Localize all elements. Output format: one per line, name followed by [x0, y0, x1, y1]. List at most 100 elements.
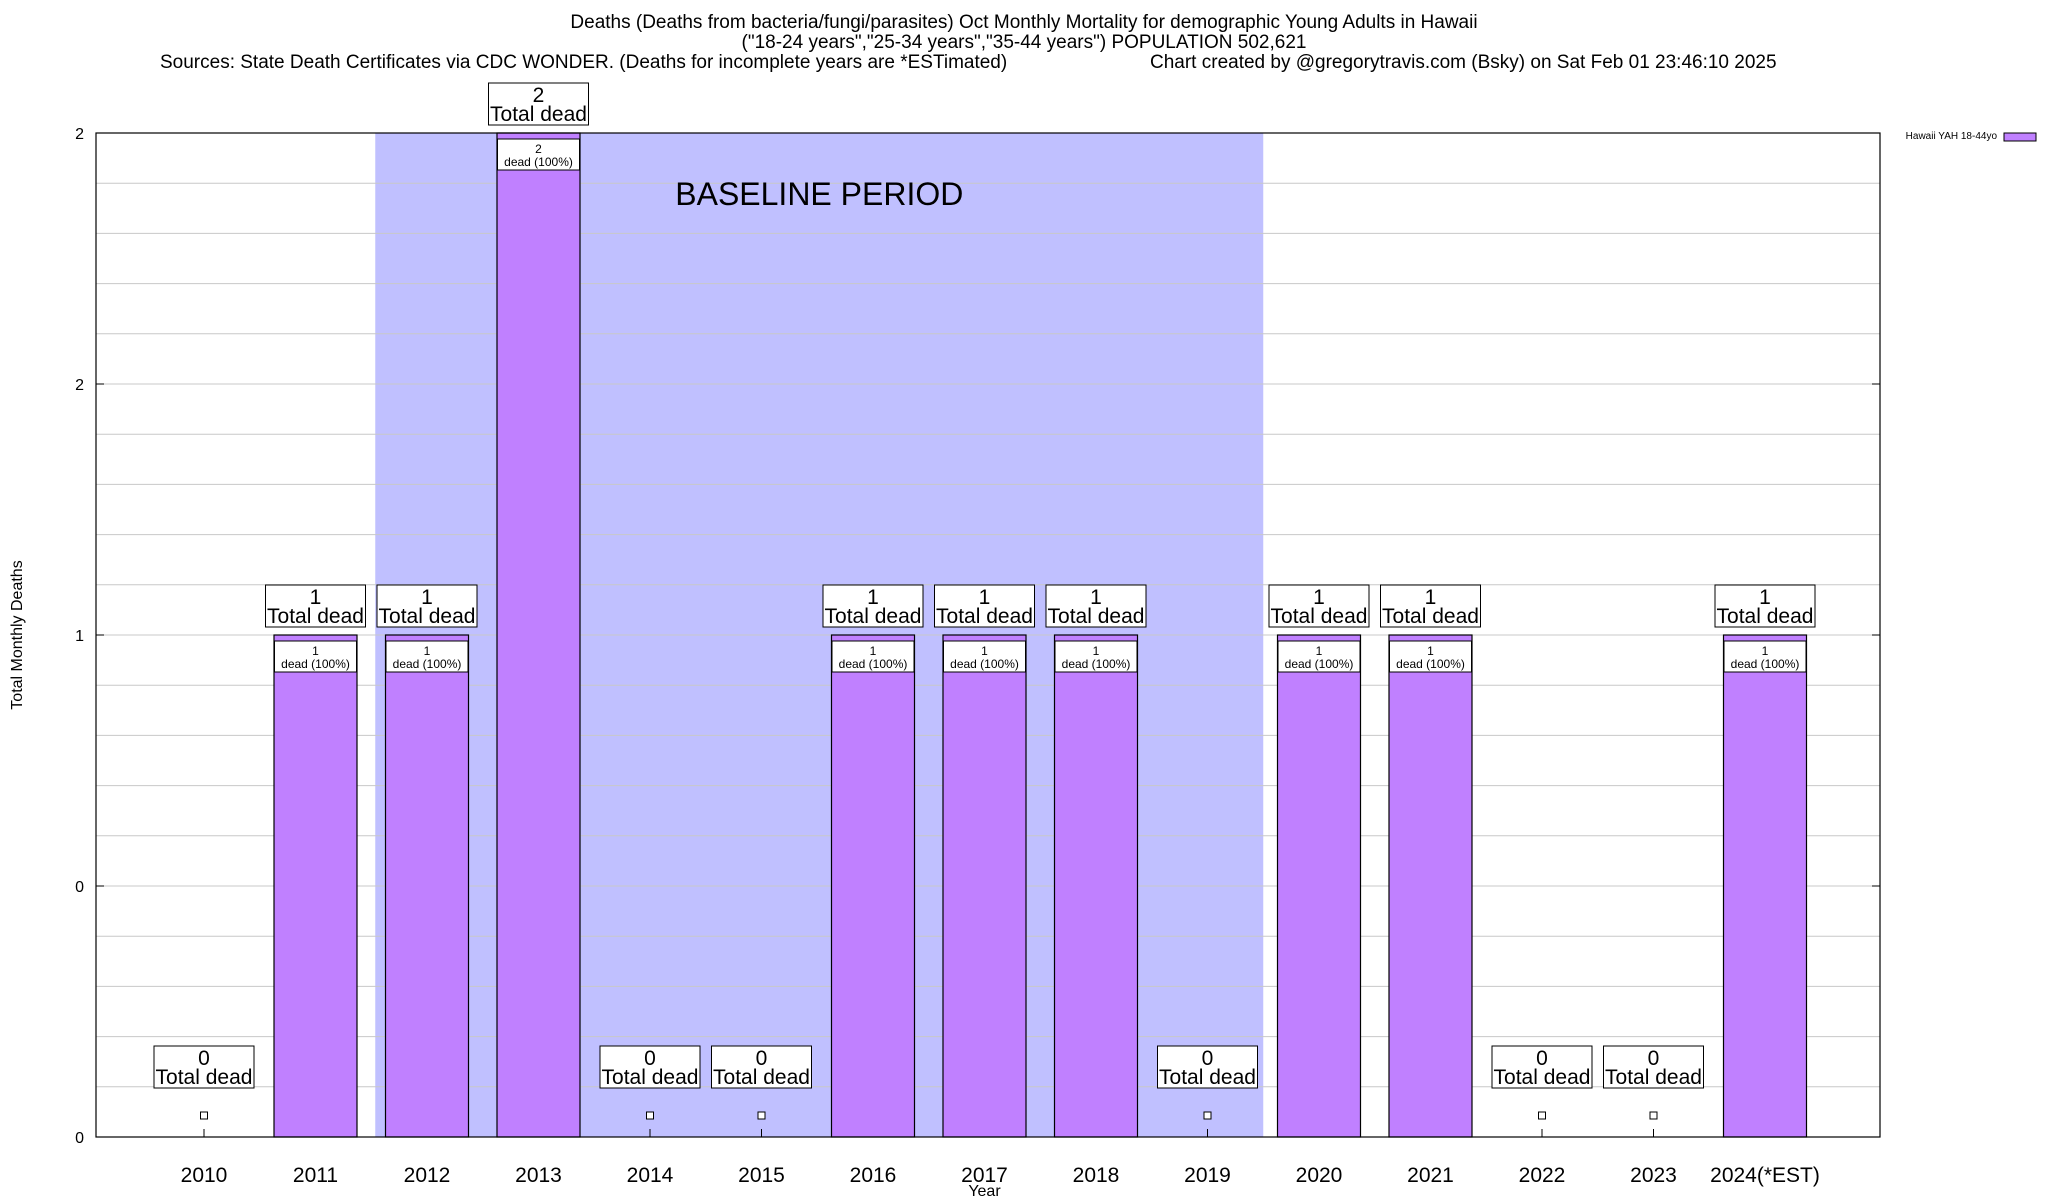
- total-label-box: [599, 1045, 701, 1089]
- total-label-box: [376, 584, 478, 628]
- total-label-value: 0: [756, 1047, 768, 1070]
- x-tick-label: 2020: [1296, 1164, 1343, 1187]
- total-label-text: Total dead: [713, 1066, 810, 1089]
- bar-inner-label-box: [497, 138, 580, 171]
- bar-inner-percent: dead (100%): [1062, 657, 1131, 671]
- bar-inner-value: 1: [1093, 644, 1100, 658]
- total-label-box: [1045, 584, 1147, 628]
- total-label-text: Total dead: [1605, 1066, 1702, 1089]
- bar-inner-label-box: [1723, 640, 1807, 673]
- bar-inner-value: 1: [424, 644, 431, 658]
- bar-inner-value: 1: [981, 644, 988, 658]
- legend-label: Hawaii YAH 18-44yo: [1906, 131, 1998, 142]
- total-label-value: 1: [310, 586, 322, 609]
- total-label-value: 0: [1648, 1047, 1660, 1070]
- total-label-value: 1: [421, 586, 433, 609]
- bar-inner-percent: dead (100%): [950, 657, 1019, 671]
- y-tick-label: 0: [75, 1130, 84, 1147]
- total-label-box: [488, 82, 589, 126]
- bar-inner-value: 1: [1762, 644, 1769, 658]
- total-label-text: Total dead: [1717, 605, 1814, 628]
- zero-point-marker: [1649, 1111, 1658, 1120]
- chart-sources: Sources: State Death Certificates via CD…: [160, 52, 1008, 73]
- zero-point-marker: [1203, 1111, 1212, 1120]
- total-label-box: [1380, 584, 1481, 628]
- plot-border: [95, 132, 1881, 1138]
- x-tick-label: 2018: [1073, 1164, 1120, 1187]
- bar: [273, 634, 358, 1138]
- total-label-value: 0: [198, 1047, 210, 1070]
- bar-inner-label-box: [831, 640, 915, 673]
- bar-inner-percent: dead (100%): [281, 657, 350, 671]
- total-label-text: Total dead: [490, 103, 587, 126]
- total-label-value: 1: [1759, 586, 1771, 609]
- bar: [384, 634, 470, 1138]
- total-label-value: 0: [644, 1047, 656, 1070]
- bar-inner-percent: dead (100%): [1731, 657, 1800, 671]
- x-tick-label: 2022: [1519, 1164, 1566, 1187]
- bar: [496, 132, 581, 1138]
- total-label-value: 2: [533, 84, 545, 107]
- baseline-period-label: BASELINE PERIOD: [675, 176, 963, 212]
- y-tick-label: 2: [75, 126, 84, 143]
- total-label-box: [1491, 1045, 1593, 1089]
- total-label-text: Total dead: [267, 605, 364, 628]
- x-tick-label: 2017: [961, 1164, 1008, 1187]
- total-label-text: Total dead: [936, 605, 1033, 628]
- x-tick-label: 2013: [515, 1164, 562, 1187]
- total-label-box: [1157, 1045, 1258, 1089]
- x-tick-label: 2019: [1184, 1164, 1231, 1187]
- total-label-text: Total dead: [156, 1066, 253, 1089]
- total-label-value: 1: [979, 586, 991, 609]
- x-tick-label: 2011: [293, 1164, 338, 1187]
- total-label-text: Total dead: [379, 605, 476, 628]
- bar: [830, 634, 916, 1138]
- bar-inner-value: 1: [1427, 644, 1434, 658]
- bar: [942, 634, 1027, 1138]
- chart-title-line-1: Deaths (Deaths from bacteria/fungi/paras…: [570, 12, 1478, 33]
- legend-swatch: [2003, 132, 2037, 142]
- total-label-text: Total dead: [1382, 605, 1479, 628]
- total-label-text: Total dead: [1048, 605, 1145, 628]
- y-tick-label: 1: [75, 628, 84, 645]
- total-label-value: 1: [1090, 586, 1102, 609]
- total-label-value: 1: [1313, 586, 1325, 609]
- total-label-value: 0: [1202, 1047, 1214, 1070]
- zero-point-marker: [646, 1111, 654, 1120]
- x-tick-label: 2023: [1630, 1164, 1677, 1187]
- x-tick-label: 2012: [404, 1164, 451, 1187]
- total-label-box: [822, 584, 924, 628]
- total-label-value: 0: [1536, 1047, 1548, 1070]
- x-tick-label: 2015: [738, 1164, 785, 1187]
- bar-inner-percent: dead (100%): [1285, 657, 1354, 671]
- x-axis-label: Year: [968, 1183, 1001, 1200]
- y-axis-label: Total Monthly Deaths: [9, 560, 26, 709]
- x-tick-label: 2016: [850, 1164, 897, 1187]
- bar-inner-value: 1: [312, 644, 319, 658]
- bar-inner-value: 1: [870, 644, 877, 658]
- y-tick-label: 2: [75, 377, 84, 394]
- bar-inner-label-box: [1054, 640, 1138, 673]
- bar-inner-label-box: [385, 640, 469, 673]
- bar-inner-label-box: [1277, 640, 1361, 673]
- total-label-value: 1: [867, 586, 879, 609]
- y-tick-label: 0: [75, 879, 84, 896]
- bar-inner-label-box: [274, 640, 357, 673]
- total-label-box: [711, 1045, 812, 1089]
- total-label-box: [153, 1045, 255, 1089]
- total-label-value: 1: [1425, 586, 1437, 609]
- total-label-text: Total dead: [602, 1066, 699, 1089]
- chart-title-line-2: ("18-24 years","25-34 years","35-44 year…: [741, 32, 1307, 53]
- total-label-text: Total dead: [1271, 605, 1368, 628]
- bar: [1722, 634, 1808, 1138]
- total-label-text: Total dead: [1159, 1066, 1256, 1089]
- total-label-box: [265, 584, 366, 628]
- x-tick-label: 2014: [627, 1164, 674, 1187]
- x-tick-label: 2010: [181, 1164, 228, 1187]
- total-label-box: [1268, 584, 1370, 628]
- x-tick-label: 2024(*EST): [1710, 1164, 1820, 1187]
- bar: [1388, 634, 1473, 1138]
- bar-inner-value: 2: [535, 142, 542, 156]
- chart-credit: Chart created by @gregorytravis.com (Bsk…: [1150, 52, 1777, 73]
